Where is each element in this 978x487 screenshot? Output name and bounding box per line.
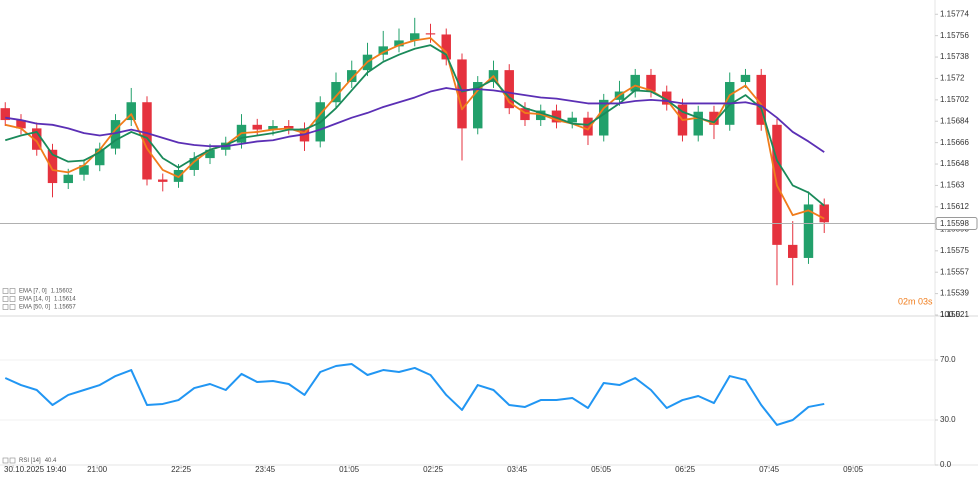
candle-body bbox=[551, 110, 562, 123]
candle-body bbox=[410, 33, 420, 41]
candle-body bbox=[205, 149, 215, 159]
candle-body bbox=[536, 110, 546, 121]
legend-value: 1.15602 bbox=[51, 289, 73, 295]
candle-body bbox=[788, 244, 798, 258]
x-tick-label: 06:25 bbox=[675, 465, 696, 474]
x-tick-label: 23:45 bbox=[255, 465, 276, 474]
candle-body bbox=[110, 120, 121, 149]
y-tick-label: 1.15774 bbox=[940, 9, 969, 18]
candle-body bbox=[693, 111, 703, 136]
x-tick-label: 22:25 bbox=[171, 465, 192, 474]
x-tick-label: 02:25 bbox=[423, 465, 444, 474]
candle-body bbox=[331, 82, 341, 103]
legend-value: 40.4 bbox=[45, 458, 57, 464]
candle-body bbox=[95, 148, 105, 166]
y-tick-label: 70.0 bbox=[940, 355, 956, 364]
x-tick-label: 05:05 bbox=[591, 465, 612, 474]
candle-body bbox=[378, 46, 388, 55]
candle-body bbox=[189, 158, 199, 170]
legend-name: RSI [14] bbox=[19, 458, 41, 464]
legend-icon bbox=[2, 457, 9, 464]
candle-body bbox=[567, 117, 577, 123]
indicator-line bbox=[5, 37, 825, 220]
candle-body bbox=[819, 204, 829, 223]
candle-body bbox=[32, 128, 42, 150]
candle-body bbox=[457, 59, 467, 129]
legend-icon bbox=[9, 288, 16, 294]
y-tick-label: 1.15684 bbox=[940, 116, 969, 125]
candle-body bbox=[284, 126, 294, 129]
x-tick-label: 09:05 bbox=[843, 465, 864, 474]
x-tick-label: 07:45 bbox=[759, 465, 780, 474]
candle-body bbox=[158, 179, 168, 182]
candle-body bbox=[142, 102, 152, 180]
candle-body bbox=[599, 99, 609, 136]
x-tick-label: 21:00 bbox=[87, 465, 108, 474]
legend-icon bbox=[9, 296, 16, 302]
candle-body bbox=[0, 108, 10, 121]
y-tick-label: 1.1563 bbox=[940, 181, 965, 190]
y-tick-label: 1.15666 bbox=[940, 138, 969, 147]
y-tick-label: 1.15575 bbox=[940, 246, 969, 255]
candle-body bbox=[504, 70, 514, 109]
candle-body bbox=[803, 204, 814, 258]
y-tick-label: 1.15738 bbox=[940, 52, 969, 61]
candle-body bbox=[16, 120, 26, 129]
legend-name: EMA [50, 0] bbox=[19, 305, 50, 311]
last-price-box bbox=[935, 216, 978, 230]
y-tick-label: 1.15521 bbox=[940, 310, 969, 319]
candle-body bbox=[47, 149, 58, 184]
candle-body bbox=[662, 91, 672, 105]
candle-body bbox=[79, 165, 89, 175]
indicator-line bbox=[5, 87, 825, 153]
y-tick-label: 100.0 bbox=[940, 310, 961, 319]
candle-body bbox=[646, 74, 656, 92]
candle-body bbox=[252, 124, 262, 130]
legend-icon bbox=[2, 304, 9, 310]
x-tick-label: 01:05 bbox=[339, 465, 360, 474]
candle-body bbox=[630, 74, 640, 92]
candle-body bbox=[63, 174, 73, 184]
legend-icon bbox=[9, 457, 16, 464]
legend-name: EMA [7, 0] bbox=[19, 289, 47, 295]
legend-icon bbox=[2, 288, 9, 294]
y-tick-label: 0.0 bbox=[940, 460, 952, 469]
candle-body bbox=[583, 117, 593, 136]
y-tick-label: 1.15612 bbox=[940, 202, 969, 211]
indicator-line bbox=[4, 44, 825, 207]
legend-name: EMA [14, 0] bbox=[19, 297, 50, 303]
legend-value: 1.15614 bbox=[54, 297, 76, 303]
y-tick-label: 1.15756 bbox=[940, 31, 969, 40]
last-price-label: 1.15598 bbox=[940, 219, 969, 228]
countdown-timer: 02m 03s bbox=[898, 296, 933, 306]
y-tick-label: 30.0 bbox=[940, 415, 956, 424]
candle-body bbox=[394, 40, 404, 47]
y-tick-label: 1.1572 bbox=[940, 74, 965, 83]
legend-icon bbox=[2, 296, 9, 302]
candle-body bbox=[740, 74, 751, 83]
y-tick-label: 1.15539 bbox=[940, 289, 969, 298]
indicator-line bbox=[4, 363, 825, 426]
candle-body bbox=[520, 108, 530, 121]
candle-body bbox=[756, 74, 766, 125]
legend-value: 1.15657 bbox=[54, 305, 76, 311]
candle-body bbox=[347, 70, 357, 83]
legend-icon bbox=[9, 304, 16, 310]
candle-body bbox=[268, 126, 278, 130]
x-tick-label: 30.10.2025 19:40 bbox=[4, 465, 67, 474]
x-tick-label: 03:45 bbox=[507, 465, 528, 474]
candle-body bbox=[425, 33, 436, 35]
candle-body bbox=[709, 111, 719, 125]
candle-body bbox=[126, 102, 136, 121]
y-tick-label: 1.15557 bbox=[940, 267, 969, 276]
y-tick-label: 1.15648 bbox=[940, 159, 969, 168]
y-tick-label: 1.15702 bbox=[940, 95, 969, 104]
candle-body bbox=[441, 34, 451, 60]
candle-body bbox=[473, 82, 483, 129]
